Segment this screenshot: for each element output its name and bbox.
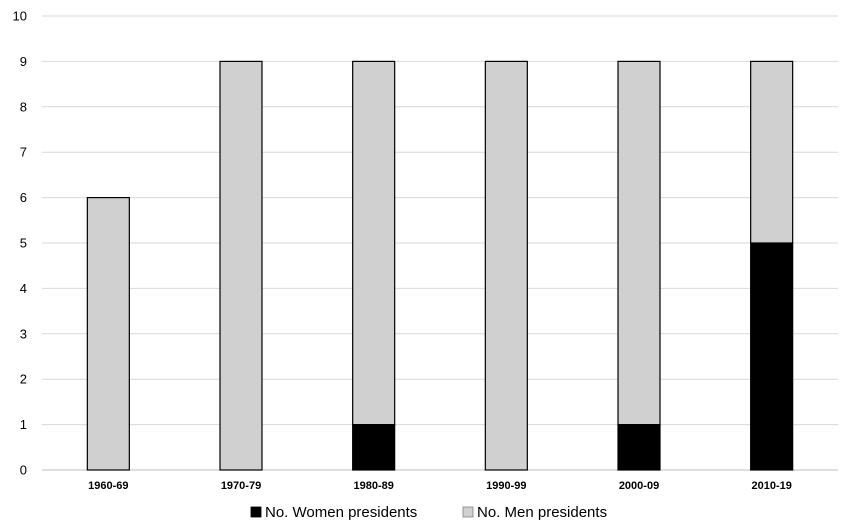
bar-men-1970-79 [219, 60, 263, 471]
legend-swatch-women [250, 506, 262, 518]
bar-men-2000-09 [617, 60, 661, 426]
y-tick-label: 9 [20, 54, 27, 69]
x-tick-label: 1960-69 [88, 480, 128, 492]
bar-women-2010-19 [750, 242, 794, 471]
y-axis-ticks: 0 1 2 3 4 5 6 7 8 9 10 [13, 9, 27, 478]
y-tick-label: 6 [20, 190, 27, 205]
x-tick-label: 1980-89 [353, 480, 393, 492]
x-tick-label: 1990-99 [486, 480, 526, 492]
legend: No. Women presidents No. Men presidents [250, 504, 607, 521]
bar-men-2010-19 [750, 60, 794, 244]
y-tick-label: 2 [20, 372, 27, 387]
bar-men-1980-89 [352, 60, 396, 426]
y-tick-label: 7 [20, 145, 27, 160]
gridlines [42, 15, 838, 471]
legend-swatch-men [462, 506, 474, 518]
x-tick-label: 2000-09 [619, 480, 659, 492]
y-tick-label: 0 [20, 463, 27, 478]
y-tick-label: 4 [20, 281, 27, 296]
x-axis-ticks: 1960-69 1970-79 1980-89 1990-99 2000-09 2010-… [88, 480, 792, 492]
legend-label-men: No. Men presidents [477, 504, 607, 521]
bar-women-2000-09 [617, 424, 661, 471]
x-tick-label: 2010-19 [751, 480, 791, 492]
x-tick-label: 1970-79 [221, 480, 261, 492]
y-tick-label: 1 [20, 417, 27, 432]
y-tick-label: 10 [13, 9, 27, 24]
bar-men-1960-69 [86, 197, 130, 471]
bar-women-1980-89 [352, 424, 396, 471]
y-tick-label: 8 [20, 99, 27, 114]
y-tick-label: 5 [20, 236, 27, 251]
y-tick-label: 3 [20, 326, 27, 341]
bar-men-1990-99 [484, 60, 528, 471]
legend-label-women: No. Women presidents [265, 504, 417, 521]
bars [86, 60, 794, 471]
